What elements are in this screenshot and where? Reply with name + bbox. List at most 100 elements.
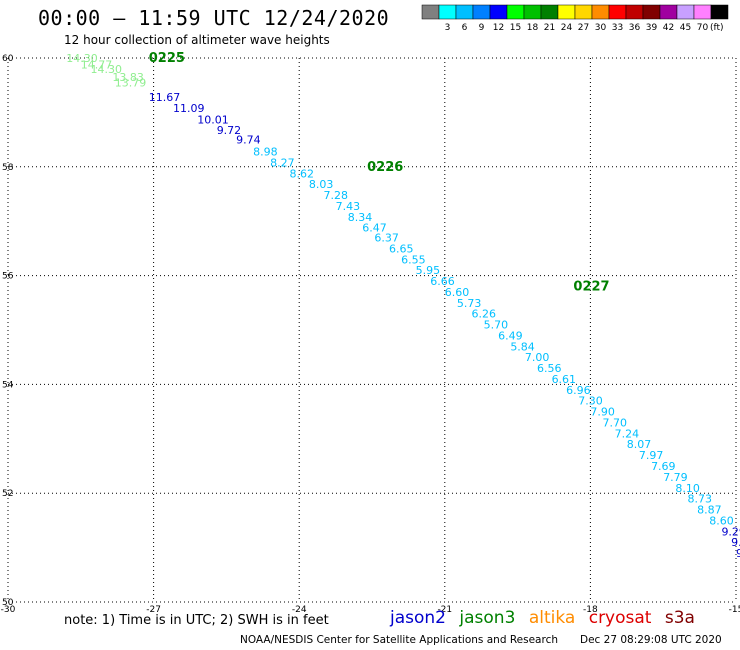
- legend-label: 45: [680, 23, 691, 33]
- legend-label: 33: [612, 23, 623, 33]
- legend-swatch: [676, 4, 695, 20]
- wave-height-label: 10.01: [197, 113, 229, 126]
- satellite-altika: altika: [528, 608, 576, 628]
- legend-label: 70: [697, 23, 709, 33]
- wave-height-label: 6.66: [430, 275, 455, 288]
- wave-height-label: 8.98: [253, 146, 277, 159]
- wave-height-label: 8.87: [697, 504, 722, 517]
- wave-height-label: 7.28: [323, 189, 348, 202]
- wave-height-label: 5.70: [484, 319, 509, 332]
- wave-height-label: 6.47: [362, 222, 387, 235]
- y-tick-label: 58: [2, 163, 14, 173]
- wave-height-label: 6.60: [445, 286, 470, 299]
- wave-height-label: 6.96: [566, 384, 591, 397]
- legend-swatch: [523, 4, 542, 20]
- legend-swatch: [438, 4, 457, 20]
- legend-label: 36: [629, 23, 641, 33]
- wave-height-label: 14.30: [66, 52, 98, 65]
- legend-label: 30: [595, 23, 607, 33]
- wave-height-label: 7.97: [639, 449, 664, 462]
- legend-label: 24: [561, 23, 573, 33]
- x-tick-label: -24: [292, 605, 307, 615]
- wave-height-label: 6.61: [552, 373, 577, 386]
- legend-label: 42: [663, 23, 674, 33]
- legend-swatch: [642, 4, 661, 20]
- legend-label: 3: [445, 23, 451, 33]
- legend-swatch: [455, 4, 474, 20]
- y-tick-label: 50: [2, 598, 14, 608]
- wave-height-label: 9.74: [236, 134, 261, 147]
- x-tick-label: -27: [146, 605, 161, 615]
- wave-height-label: 8.07: [627, 438, 652, 451]
- wave-height-label: 8.03: [309, 178, 334, 191]
- wave-height-label: 8.10: [675, 482, 700, 495]
- track-time-label: 0227: [573, 279, 609, 294]
- satellite-cryosat: cryosat: [588, 608, 652, 628]
- wave-height-label: 6.49: [498, 329, 522, 342]
- wave-height-label: 7.24: [615, 427, 640, 440]
- wave-height-label: 8.73: [687, 493, 712, 506]
- satellite-jason3: jason3: [459, 608, 516, 628]
- legend-swatch: [710, 4, 729, 20]
- satellite-jason2: jason2: [390, 608, 446, 628]
- legend-label: 27: [578, 23, 589, 33]
- legend-swatch: [506, 4, 525, 20]
- legend-swatch: [693, 4, 712, 20]
- wave-height-label: 11.67: [149, 91, 181, 104]
- legend-unit: (ft): [710, 23, 724, 33]
- wave-height-label: 7.43: [336, 200, 361, 213]
- wave-height-label: 9.29: [721, 525, 740, 538]
- legend-swatch: [472, 4, 491, 20]
- y-tick-label: 54: [2, 380, 14, 390]
- credit-line: NOAA/NESDIS Center for Satellite Applica…: [240, 634, 558, 646]
- legend-label: 15: [510, 23, 521, 33]
- wave-height-label: 5.95: [416, 264, 441, 277]
- wave-height-label: 14.30: [91, 63, 123, 76]
- page-subtitle: 12 hour collection of altimeter wave hei…: [64, 33, 330, 47]
- legend-swatch: [540, 4, 559, 20]
- wave-height-label: 8.62: [289, 167, 314, 180]
- legend-swatch: [489, 4, 508, 20]
- footer-note: note: 1) Time is in UTC; 2) SWH is in fe…: [64, 613, 329, 628]
- legend-swatch: [557, 4, 576, 20]
- wave-height-label: 8.27: [270, 156, 295, 169]
- wave-height-label: 6.65: [389, 242, 414, 255]
- y-tick-label: 52: [2, 489, 13, 499]
- track-time-label: 0226: [367, 160, 403, 175]
- wave-height-label: 6.37: [374, 232, 399, 245]
- legend-swatch: [574, 4, 593, 20]
- satellite-legend: jason2 jason3 altika cryosat s3a: [390, 608, 703, 628]
- x-tick-label: -21: [437, 605, 452, 615]
- legend-label: 39: [646, 23, 658, 33]
- wave-height-label: 6.26: [471, 308, 496, 321]
- track-time-label: 0225: [149, 51, 185, 66]
- wave-height-label: 7.70: [603, 416, 628, 429]
- wave-height-label: 14.77: [81, 59, 113, 72]
- wave-height-label: 9.4: [736, 547, 740, 560]
- legend-swatch: [421, 4, 440, 20]
- legend-label: 6: [462, 23, 468, 33]
- legend-label: 21: [544, 23, 555, 33]
- wave-height-label: 13.83: [112, 71, 144, 84]
- wave-height-label: 7.30: [578, 395, 603, 408]
- wave-height-label: 6.56: [537, 362, 562, 375]
- y-tick-label: 60: [2, 54, 14, 64]
- legend-swatch: [608, 4, 627, 20]
- legend-label: 9: [479, 23, 485, 33]
- x-tick-label: -18: [583, 605, 598, 615]
- wave-height-label: 9.68: [731, 536, 740, 549]
- wave-height-label: 7.69: [651, 460, 676, 473]
- legend-label: 18: [527, 23, 539, 33]
- wave-height-label: 6.55: [401, 253, 426, 266]
- generated-timestamp: Dec 27 08:29:08 UTC 2020: [580, 634, 722, 646]
- wave-height-label: 7.90: [590, 406, 615, 419]
- wave-height-label: 5.84: [510, 340, 535, 353]
- legend-swatch: [591, 4, 610, 20]
- legend-label: 12: [493, 23, 504, 33]
- wave-height-label: 13.79: [115, 76, 147, 89]
- wave-height-label: 8.34: [348, 211, 373, 224]
- wave-height-label: 5.73: [457, 297, 482, 310]
- wave-height-label: 11.09: [173, 102, 205, 115]
- x-tick-label: -15: [729, 605, 740, 615]
